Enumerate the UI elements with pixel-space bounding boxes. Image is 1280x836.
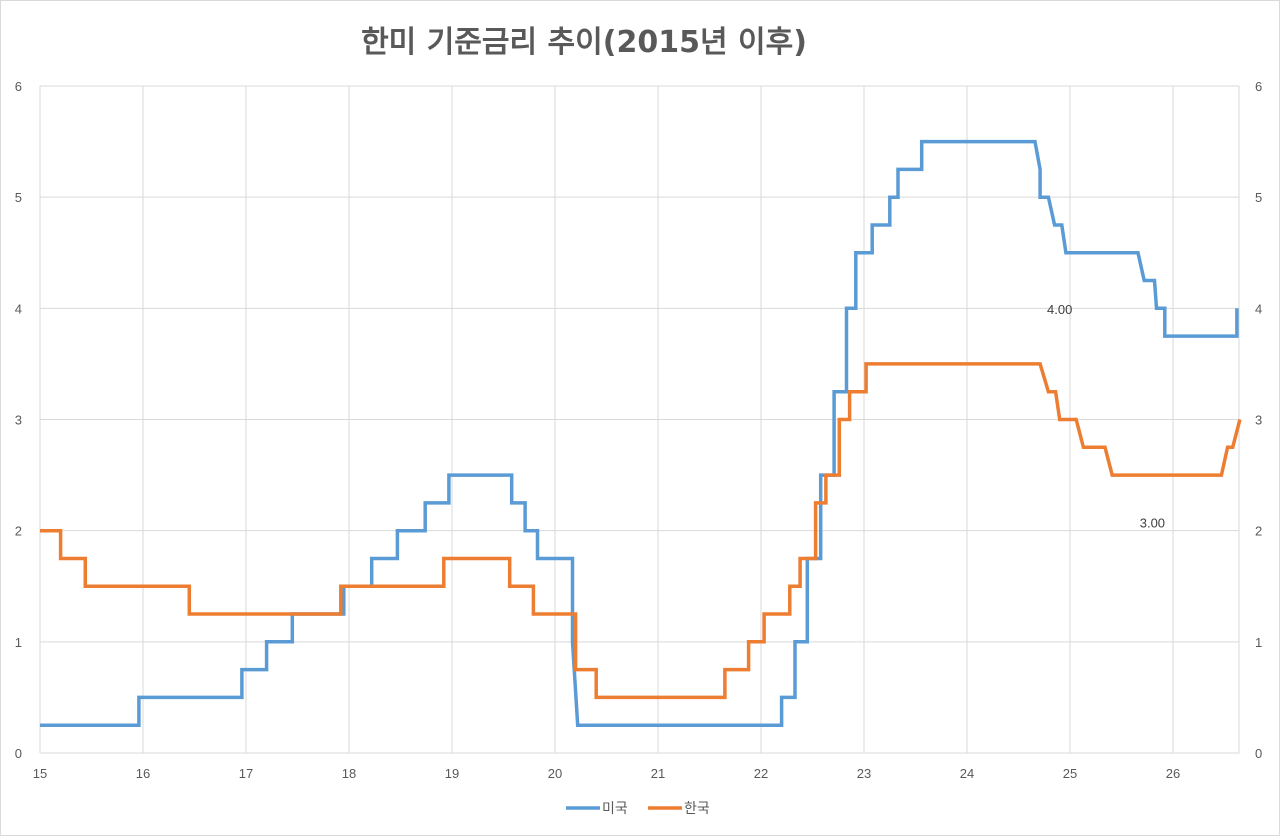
y-tick-label-left: 2 — [15, 524, 22, 539]
annotations: 4.00 3.00 — [1047, 302, 1165, 530]
y-tick-label-right: 3 — [1255, 413, 1262, 428]
x-tick-label: 25 — [1063, 766, 1077, 781]
y-tick-label-right: 4 — [1255, 301, 1262, 316]
series-line-us — [40, 139, 1239, 727]
y-tick-label-right: 1 — [1255, 635, 1262, 650]
y-tick-label-left: 1 — [15, 635, 22, 650]
legend-label: 미국 — [602, 801, 628, 817]
y-tick-label-left: 4 — [15, 301, 22, 316]
axis-ticks: 0 01 12 23 34 45 56 615 16 17 18 19 20 21 22 23 24 25 26 — [15, 79, 1262, 781]
x-tick-label: 19 — [445, 766, 459, 781]
data-annotation: 3.00 — [1140, 515, 1165, 530]
x-tick-label: 15 — [33, 766, 47, 781]
y-tick-label-left: 0 — [15, 746, 22, 761]
x-tick-label: 20 — [548, 766, 562, 781]
series-lines — [40, 139, 1242, 727]
x-tick-label: 22 — [754, 766, 768, 781]
x-tick-label: 24 — [960, 766, 974, 781]
x-tick-label: 21 — [651, 766, 665, 781]
series-line-korea — [40, 362, 1242, 700]
x-tick-label: 16 — [136, 766, 150, 781]
x-tick-label: 26 — [1166, 766, 1180, 781]
y-tick-label-left: 3 — [15, 413, 22, 428]
y-tick-label-left: 6 — [15, 79, 22, 94]
legend[interactable]: 미국 한국 — [566, 801, 710, 817]
y-tick-label-right: 5 — [1255, 190, 1262, 205]
legend-item-korea[interactable]: 한국 — [648, 801, 710, 817]
x-tick-label: 18 — [342, 766, 356, 781]
y-tick-label-left: 5 — [15, 190, 22, 205]
y-tick-label-right: 0 — [1255, 746, 1262, 761]
x-tick-label: 23 — [857, 766, 871, 781]
y-tick-label-right: 6 — [1255, 79, 1262, 94]
chart-title: 한미 기준금리 추이(2015년 이후) — [361, 25, 807, 60]
y-tick-label-right: 2 — [1255, 524, 1262, 539]
data-annotation: 4.00 — [1047, 302, 1072, 317]
x-tick-label: 17 — [239, 766, 253, 781]
legend-item-us[interactable]: 미국 — [566, 801, 628, 817]
legend-label: 한국 — [684, 801, 710, 817]
